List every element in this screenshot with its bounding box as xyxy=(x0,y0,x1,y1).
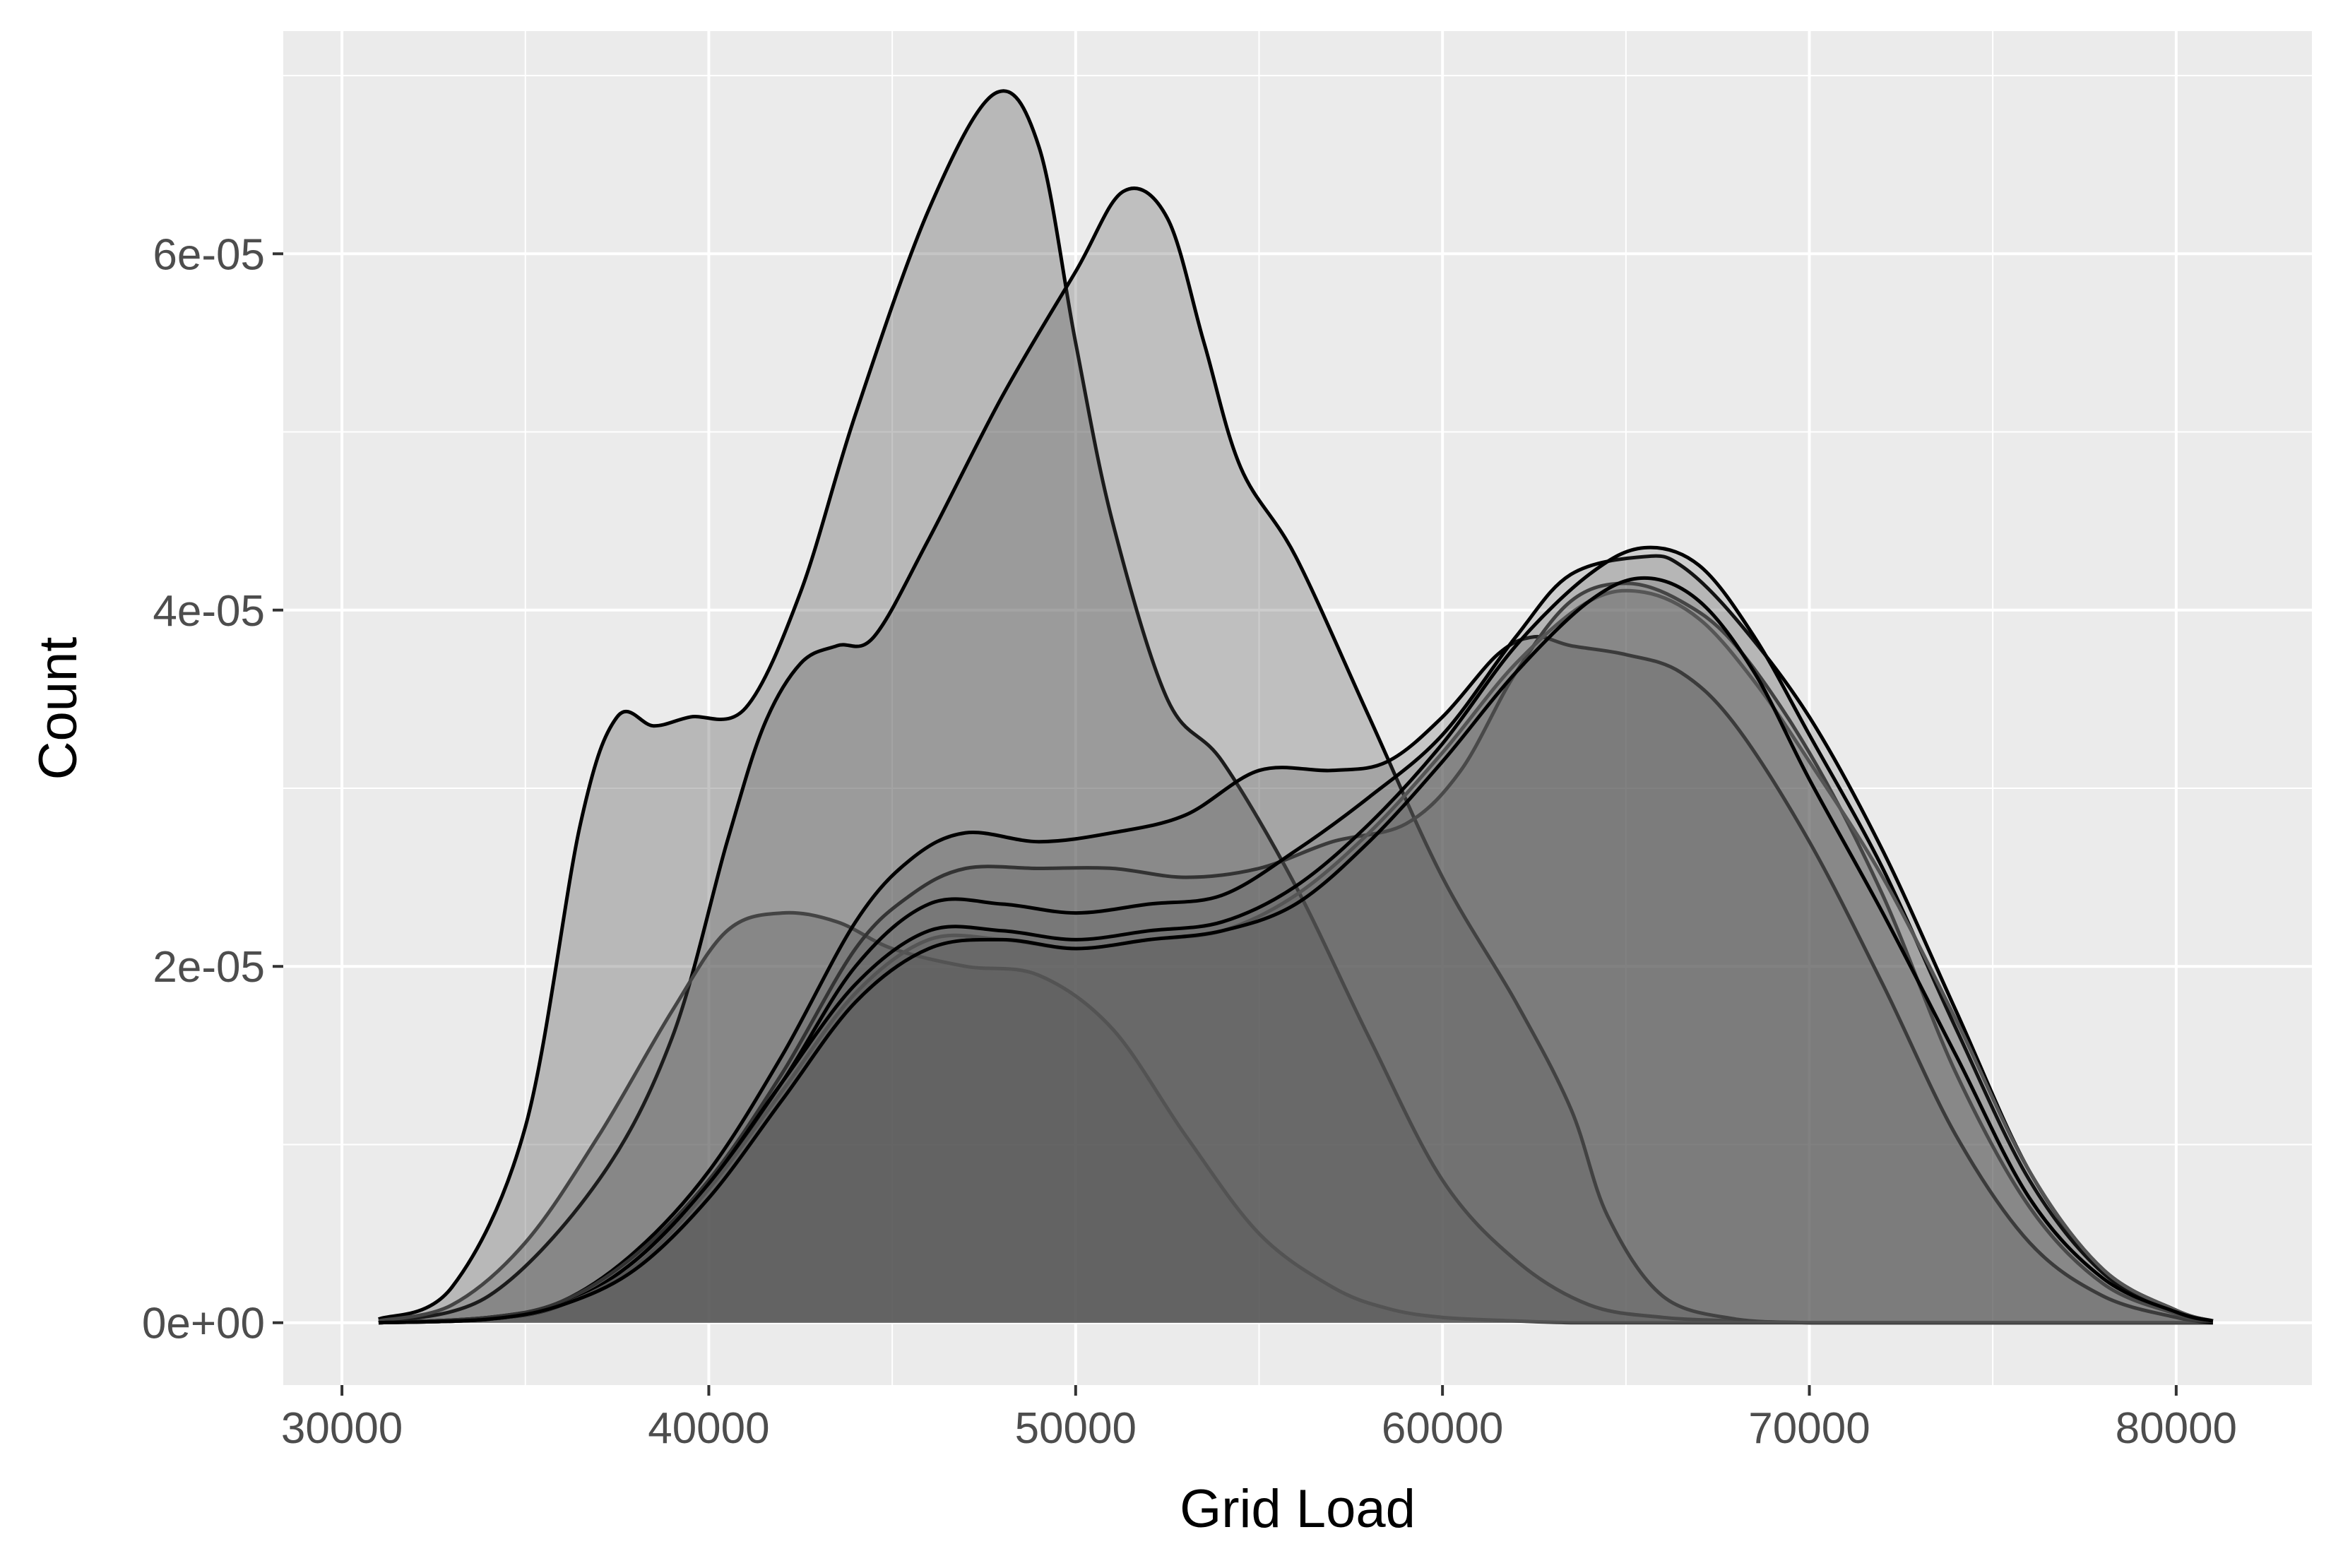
y-tick-label: 0e+00 xyxy=(142,1300,265,1348)
density-area-2 xyxy=(379,188,2213,1323)
density-curve-5 xyxy=(378,581,2214,1325)
x-tick-label: 70000 xyxy=(1748,1404,1870,1453)
x-tick-label: 40000 xyxy=(648,1404,769,1453)
plot-panel xyxy=(283,31,2312,1385)
y-tick-label: 4e-05 xyxy=(153,587,265,636)
density-area-4 xyxy=(379,636,2213,1323)
density-series xyxy=(377,89,2214,1325)
density-series-8 xyxy=(378,588,2214,1325)
density-curve-7 xyxy=(378,545,2214,1325)
density-curve-1 xyxy=(377,89,2213,1325)
density-area-5 xyxy=(379,583,2213,1323)
x-tick-label: 50000 xyxy=(1015,1404,1137,1453)
y-tick-label: 6e-05 xyxy=(153,230,265,279)
density-series-5 xyxy=(378,581,2214,1325)
x-axis: 30000 40000 50000 60000 70000 80000 xyxy=(281,1385,2237,1453)
density-curve-3 xyxy=(378,910,2213,1325)
density-curve-4 xyxy=(378,634,2214,1325)
density-series-7 xyxy=(378,545,2214,1325)
density-curve-9 xyxy=(378,576,2214,1325)
y-axis: 0e+00 2e-05 4e-05 6e-05 xyxy=(142,230,283,1348)
x-axis-title: Grid Load xyxy=(1180,1479,1416,1539)
density-series-2 xyxy=(378,186,2213,1325)
x-tick-label: 60000 xyxy=(1382,1404,1503,1453)
density-area-8 xyxy=(379,590,2213,1323)
y-axis-title: Count xyxy=(28,637,88,780)
density-series-4 xyxy=(378,634,2214,1325)
x-tick-label: 80000 xyxy=(2116,1404,2237,1453)
x-tick-label: 30000 xyxy=(281,1404,403,1453)
density-area-6 xyxy=(379,556,2213,1323)
density-series-9 xyxy=(378,576,2214,1325)
density-area-9 xyxy=(379,578,2213,1323)
density-area-7 xyxy=(379,547,2213,1323)
y-tick-label: 2e-05 xyxy=(153,943,265,992)
density-curve-8 xyxy=(378,588,2214,1325)
density-curve-2 xyxy=(378,186,2213,1325)
